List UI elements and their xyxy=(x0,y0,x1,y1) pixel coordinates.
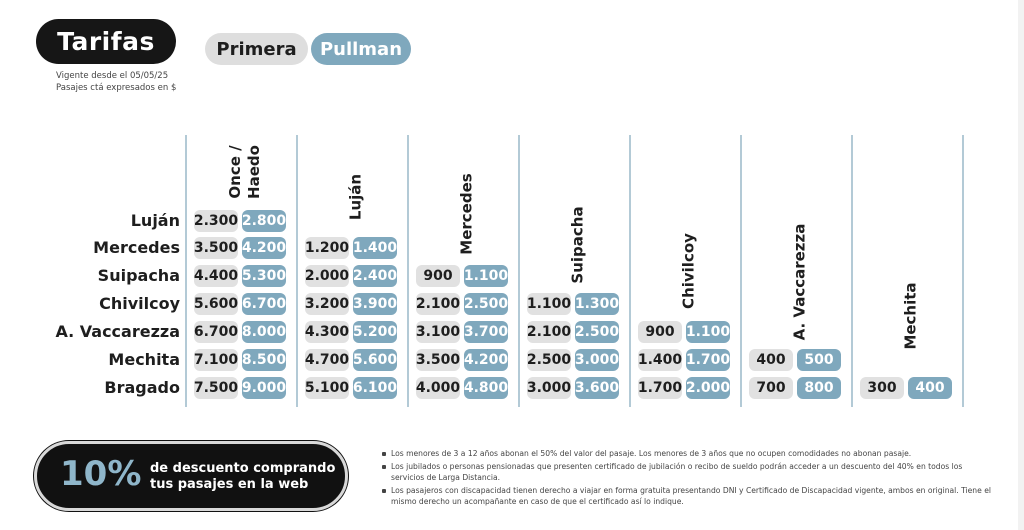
price-pullman: 1.100 xyxy=(686,321,730,343)
price-primera: 2.500 xyxy=(527,349,571,371)
page-title: Tarifas xyxy=(36,19,176,64)
price-primera: 1.700 xyxy=(638,377,682,399)
price-pullman: 3.600 xyxy=(575,377,619,399)
price-pullman: 4.800 xyxy=(464,377,508,399)
tab-pullman[interactable]: Pullman xyxy=(311,33,411,65)
price-primera: 4.700 xyxy=(305,349,349,371)
promo-percent: 10% xyxy=(60,454,142,494)
column-divider xyxy=(296,135,298,407)
column-header: Luján xyxy=(346,173,365,221)
note-item: Los pasajeros con discapacidad tienen de… xyxy=(382,485,997,507)
price-pullman: 3.900 xyxy=(353,293,397,315)
price-primera: 3.100 xyxy=(416,321,460,343)
price-pullman: 6.100 xyxy=(353,377,397,399)
price-primera: 300 xyxy=(860,377,904,399)
column-divider xyxy=(407,135,409,407)
notes-list: Los menores de 3 a 12 años abonan el 50%… xyxy=(382,448,997,509)
price-pullman: 8.500 xyxy=(242,349,286,371)
column-divider xyxy=(851,135,853,407)
price-primera: 1.100 xyxy=(527,293,571,315)
column-divider xyxy=(185,135,187,407)
row-label: Bragado xyxy=(104,378,180,397)
column-header: Once / Haedo xyxy=(226,145,263,199)
price-primera: 7.100 xyxy=(194,349,238,371)
column-header: Chivilcoy xyxy=(679,233,698,309)
promo-line-2: tus pasajes en la web xyxy=(150,477,309,492)
column-divider xyxy=(518,135,520,407)
promo-banner xyxy=(34,441,348,511)
price-pullman: 6.700 xyxy=(242,293,286,315)
column-divider xyxy=(740,135,742,407)
note-item: Los menores de 3 a 12 años abonan el 50%… xyxy=(382,448,997,459)
price-note: Pasajes ctá expresados en $ xyxy=(56,83,177,93)
price-primera: 700 xyxy=(749,377,793,399)
price-pullman: 500 xyxy=(797,349,841,371)
price-pullman: 1.400 xyxy=(353,237,397,259)
row-label: Suipacha xyxy=(97,266,180,285)
price-pullman: 1.100 xyxy=(464,265,508,287)
price-primera: 900 xyxy=(416,265,460,287)
promo-text: de descuento comprando tus pasajes en la… xyxy=(150,461,335,493)
price-primera: 2.000 xyxy=(305,265,349,287)
price-primera: 1.200 xyxy=(305,237,349,259)
price-primera: 3.200 xyxy=(305,293,349,315)
price-pullman: 2.800 xyxy=(242,210,286,232)
column-header: Suipacha xyxy=(568,206,587,284)
right-border xyxy=(1018,0,1024,530)
price-primera: 5.600 xyxy=(194,293,238,315)
tab-primera[interactable]: Primera xyxy=(205,33,308,65)
row-label: A. Vaccarezza xyxy=(55,322,180,341)
price-primera: 2.100 xyxy=(527,321,571,343)
row-label: Mercedes xyxy=(93,238,180,257)
price-pullman: 5.600 xyxy=(353,349,397,371)
price-pullman: 400 xyxy=(908,377,952,399)
column-header: A. Vaccarezza xyxy=(790,223,809,341)
price-primera: 2.300 xyxy=(194,210,238,232)
price-pullman: 8.000 xyxy=(242,321,286,343)
promo-line-1: de descuento comprando xyxy=(150,461,336,476)
price-primera: 400 xyxy=(749,349,793,371)
column-divider xyxy=(962,135,964,407)
price-primera: 5.100 xyxy=(305,377,349,399)
price-primera: 4.000 xyxy=(416,377,460,399)
price-primera: 4.400 xyxy=(194,265,238,287)
price-primera: 3.500 xyxy=(416,349,460,371)
price-pullman: 2.500 xyxy=(464,293,508,315)
price-pullman: 2.000 xyxy=(686,377,730,399)
row-label: Chivilcoy xyxy=(99,294,180,313)
row-label: Mechita xyxy=(108,350,180,369)
price-pullman: 3.700 xyxy=(464,321,508,343)
price-pullman: 3.000 xyxy=(575,349,619,371)
column-header: Mercedes xyxy=(457,173,476,255)
price-pullman: 5.300 xyxy=(242,265,286,287)
column-header: Mechita xyxy=(901,282,920,350)
price-pullman: 1.700 xyxy=(686,349,730,371)
price-pullman: 9.000 xyxy=(242,377,286,399)
price-primera: 7.500 xyxy=(194,377,238,399)
price-primera: 3.500 xyxy=(194,237,238,259)
price-primera: 3.000 xyxy=(527,377,571,399)
vigencia-text: Vigente desde el 05/05/25 xyxy=(56,71,169,81)
price-pullman: 4.200 xyxy=(242,237,286,259)
price-primera: 2.100 xyxy=(416,293,460,315)
price-primera: 6.700 xyxy=(194,321,238,343)
column-divider xyxy=(629,135,631,407)
price-pullman: 1.300 xyxy=(575,293,619,315)
price-pullman: 5.200 xyxy=(353,321,397,343)
price-pullman: 2.400 xyxy=(353,265,397,287)
price-primera: 1.400 xyxy=(638,349,682,371)
price-pullman: 2.500 xyxy=(575,321,619,343)
row-label: Luján xyxy=(130,211,180,230)
price-pullman: 4.200 xyxy=(464,349,508,371)
note-item: Los jubilados o personas pensionadas que… xyxy=(382,461,997,483)
price-pullman: 800 xyxy=(797,377,841,399)
price-primera: 4.300 xyxy=(305,321,349,343)
price-primera: 900 xyxy=(638,321,682,343)
